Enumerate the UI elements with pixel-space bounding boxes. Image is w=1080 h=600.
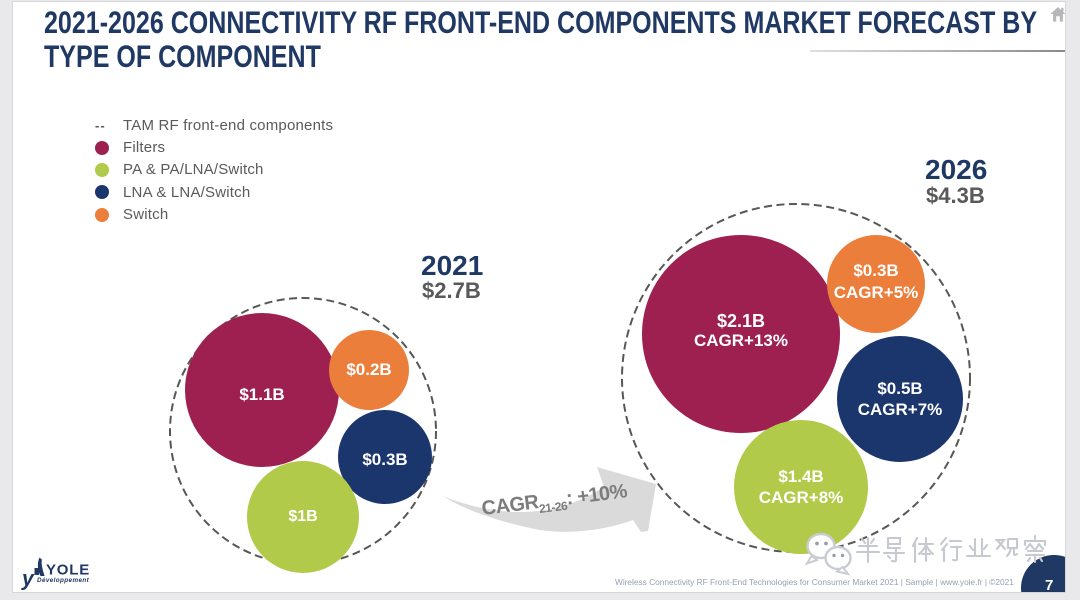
svg-text:y: y (21, 568, 35, 591)
svg-text:YOLE: YOLE (46, 562, 90, 579)
svg-text:Développement: Développement (37, 577, 90, 584)
